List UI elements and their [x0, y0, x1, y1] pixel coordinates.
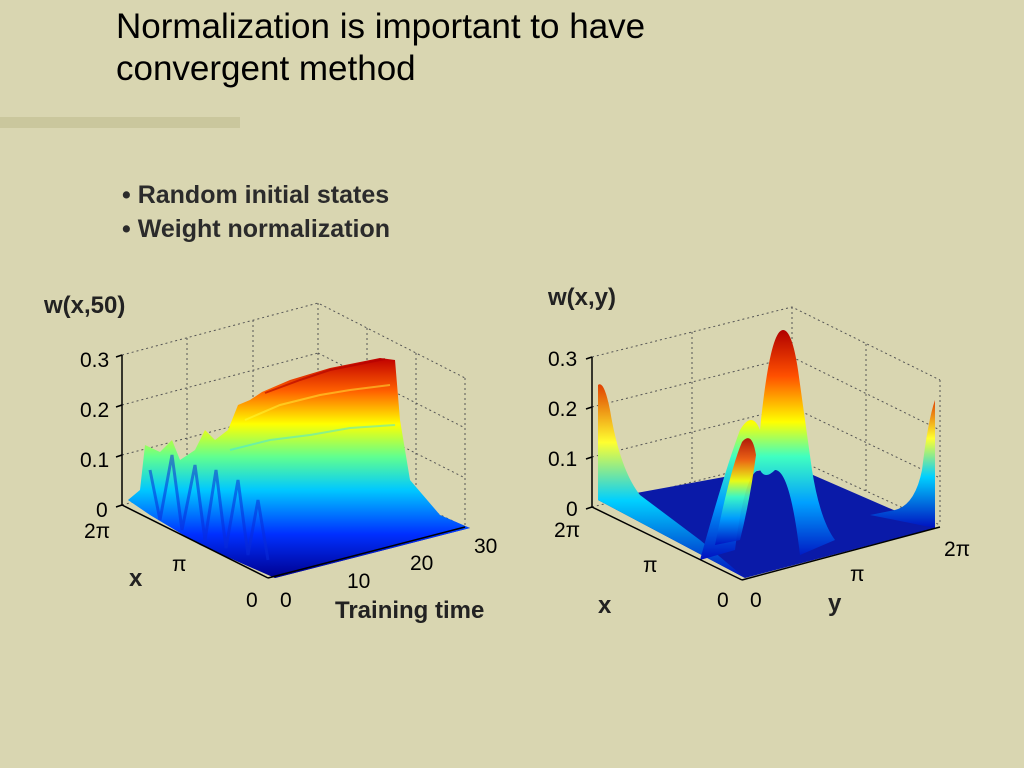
right-chart: 0.3 0.2 0.1 0 2π π 0 0 π 2π: [548, 306, 970, 612]
left-y-tick-0: 0: [246, 589, 258, 612]
right-chart-title: w(x,y): [548, 284, 617, 311]
left-chart-title: w(x,50): [44, 292, 126, 319]
right-y-tick-0: 0: [750, 589, 762, 612]
left-chart-ylabel: x: [129, 565, 143, 592]
left-z-tick-0.1: 0.1: [80, 449, 109, 472]
title-accent-bar: [0, 117, 240, 128]
left-x-tick-10: 10: [347, 570, 370, 593]
title-line-2: convergent method: [116, 49, 416, 88]
left-x-tick-20: 20: [410, 552, 433, 575]
bullet-list: • Random initial states • Weight normali…: [122, 178, 390, 246]
right-chart-axes: [591, 357, 941, 581]
left-x-tick-0: 0: [280, 589, 292, 612]
bullet-random-initial-states: • Random initial states: [122, 181, 390, 209]
right-z-tick-0.3: 0.3: [548, 348, 577, 371]
left-chart-axes: [121, 355, 466, 579]
right-chart-xlabel: x: [598, 592, 612, 619]
left-z-tick-0.2: 0.2: [80, 399, 109, 422]
right-z-tick-0.1: 0.1: [548, 448, 577, 471]
left-z-tick-0.3: 0.3: [80, 349, 109, 372]
left-chart-surface: [128, 358, 470, 578]
right-chart-surface: [598, 330, 935, 578]
left-x-tick-30: 30: [474, 535, 497, 558]
right-y-tick-pi: π: [850, 563, 865, 586]
right-corner-peak-right: [870, 400, 935, 528]
right-z-tick-0.2: 0.2: [548, 398, 577, 421]
right-x-tick-0: 0: [717, 589, 729, 612]
right-x-tick-2pi: 2π: [554, 519, 580, 542]
left-y-tick-pi: π: [172, 553, 187, 576]
left-chart: 0.3 0.2 0.1 0 2π π 0 0 10 20 30: [80, 302, 497, 612]
slide-title: Normalization is important to have conve…: [116, 6, 876, 90]
left-surface-body: [128, 358, 470, 578]
right-corner-peak-left: [598, 384, 745, 578]
left-z-tick-0: 0: [96, 499, 108, 522]
left-chart-xlabel: Training time: [335, 597, 485, 624]
right-side-peak: [715, 438, 756, 545]
title-line-1: Normalization is important to have: [116, 7, 646, 46]
right-surface-floor: [598, 465, 935, 578]
bullet-weight-normalization: • Weight normalization: [122, 215, 391, 243]
right-x-tick-pi: π: [643, 554, 658, 577]
right-y-tick-2pi: 2π: [944, 538, 970, 561]
right-chart-ylabel: y: [828, 590, 842, 617]
left-y-tick-2pi: 2π: [84, 520, 110, 543]
right-z-tick-0: 0: [566, 498, 578, 521]
